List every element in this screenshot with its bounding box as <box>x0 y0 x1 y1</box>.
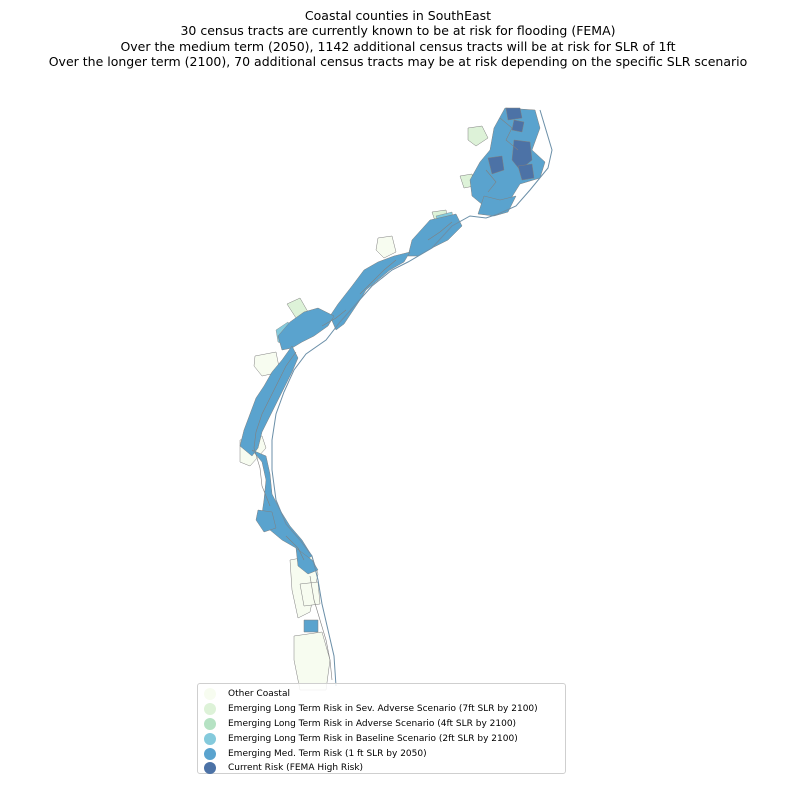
legend-item: Current Risk (FEMA High Risk) <box>204 761 565 776</box>
legend-swatch <box>204 688 216 701</box>
legend-item: Other Coastal <box>204 687 565 702</box>
legend-item: Emerging Med. Term Risk (1 ft SLR by 205… <box>204 746 565 761</box>
current-risk-tracts <box>487 107 535 181</box>
legend-item: Emerging Long Term Risk in Sev. Adverse … <box>204 702 565 717</box>
legend-label: Emerging Long Term Risk in Adverse Scena… <box>228 718 517 729</box>
legend-label: Emerging Long Term Risk in Sev. Adverse … <box>228 704 538 715</box>
legend-swatch <box>204 703 216 716</box>
legend-label: Emerging Long Term Risk in Baseline Scen… <box>228 733 518 744</box>
title-line-4: Over the longer term (2100), 70 addition… <box>48 53 748 69</box>
legend-swatch <box>204 762 216 775</box>
legend-item: Emerging Long Term Risk in Adverse Scena… <box>204 717 565 732</box>
map-title: Coastal counties in SouthEast 30 census … <box>0 8 796 69</box>
shoreline <box>271 109 553 687</box>
legend-label: Emerging Med. Term Risk (1 ft SLR by 205… <box>228 748 427 759</box>
legend-swatch <box>204 732 216 745</box>
title-line-2: 30 census tracts are currently known to … <box>180 23 616 39</box>
title-line-1: Coastal counties in SouthEast <box>304 8 492 23</box>
tract-boundaries <box>253 117 519 681</box>
legend-item: Emerging Long Term Risk in Baseline Scen… <box>204 731 565 746</box>
legend-swatch <box>204 747 216 760</box>
legend-swatch <box>204 717 216 730</box>
legend-label: Current Risk (FEMA High Risk) <box>228 763 364 774</box>
legend-label: Other Coastal <box>228 689 290 700</box>
med-term-tracts <box>239 107 546 633</box>
legend: Other Coastal Emerging Long Term Risk in … <box>197 683 566 776</box>
title-line-3: Over the medium term (2050), 1142 additi… <box>120 38 676 54</box>
